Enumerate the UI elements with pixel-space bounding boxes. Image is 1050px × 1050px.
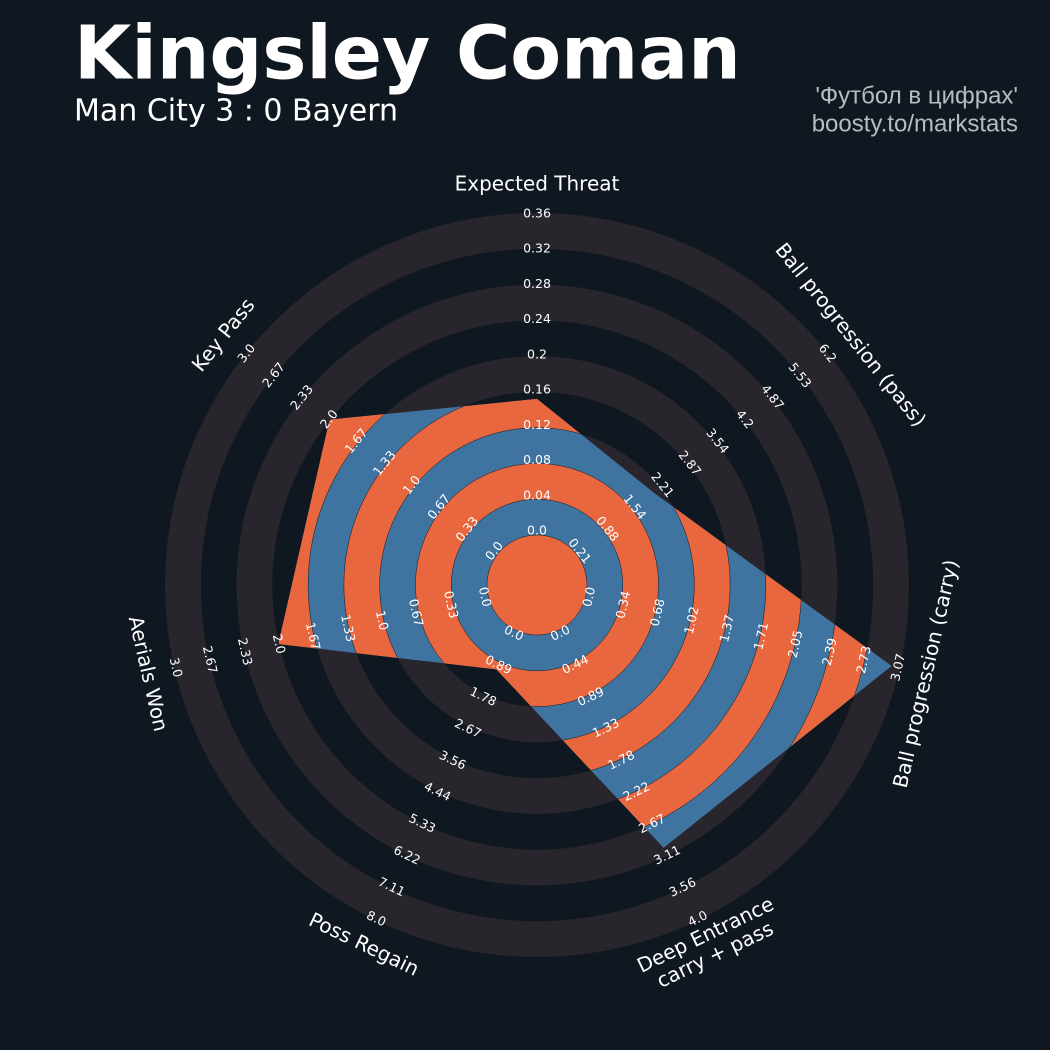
tick-label: 2.73 <box>853 644 874 674</box>
tick-label: 3.0 <box>167 656 186 679</box>
tick-label: 0.08 <box>523 452 551 467</box>
tick-label: 0.0 <box>579 585 598 608</box>
tick-label: 2.0 <box>270 632 289 655</box>
tick-label: 0.36 <box>523 206 551 221</box>
tick-label: 0.04 <box>523 487 551 502</box>
tick-label: 0.32 <box>523 241 551 256</box>
tick-label: 2.33 <box>235 636 256 666</box>
tick-label: 0.16 <box>523 382 551 397</box>
tick-label: 0.67 <box>406 597 427 627</box>
tick-label: 2.39 <box>819 636 840 667</box>
tick-label: 0.68 <box>647 597 668 628</box>
tick-label: 1.02 <box>681 605 702 635</box>
chart-title: Kingsley Coman <box>74 11 741 97</box>
radar-ring <box>486 534 588 636</box>
tick-label: 1.37 <box>716 613 737 643</box>
tick-label: 0.34 <box>612 589 633 620</box>
tick-label: 0.28 <box>523 276 551 291</box>
tick-label: 1.71 <box>750 621 771 651</box>
tick-label: 0.0 <box>476 585 495 608</box>
chart-subtitle: Man City 3 : 0 Bayern <box>74 94 398 129</box>
tick-label: 1.67 <box>303 621 324 651</box>
param-label: Expected Threat <box>455 172 620 196</box>
tick-label: 0.0 <box>527 523 547 538</box>
tick-label: 2.67 <box>200 644 221 674</box>
tick-label: 0.12 <box>523 417 551 432</box>
tick-label: 1.0 <box>373 609 392 632</box>
tick-label: 0.2 <box>527 346 547 361</box>
tick-label: 0.33 <box>441 589 462 619</box>
tick-label: 3.07 <box>887 652 908 682</box>
credit: boosty.to/markstats <box>812 110 1018 137</box>
tick-label: 2.05 <box>785 629 806 659</box>
credit: 'Футбол в цифрах' <box>815 82 1018 109</box>
tick-label: 0.24 <box>523 311 551 326</box>
tick-label: 1.33 <box>338 613 359 643</box>
